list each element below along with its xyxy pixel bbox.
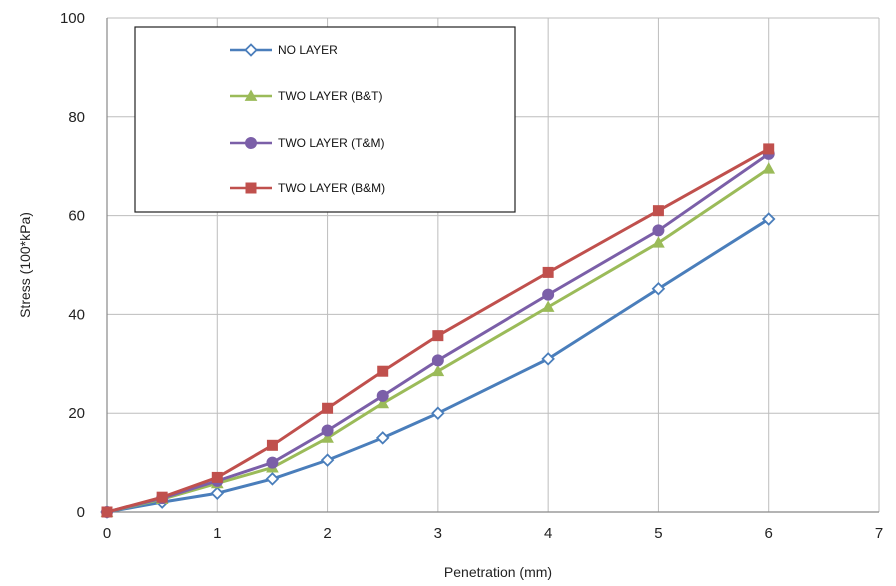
series-line — [106, 217, 770, 514]
x-tick-label: 2 — [323, 525, 331, 542]
data-point — [210, 486, 225, 501]
y-tick-label: 100 — [60, 10, 85, 27]
x-tick-label: 1 — [213, 525, 221, 542]
legend-label: NO LAYER — [278, 43, 338, 57]
series-line — [106, 147, 770, 514]
data-point — [432, 330, 444, 342]
data-point — [761, 212, 776, 226]
legend-swatch-marker — [245, 137, 257, 149]
y-tick-label: 60 — [68, 208, 85, 225]
legend-swatch-marker — [244, 43, 258, 57]
series-line — [106, 167, 770, 514]
data-point — [322, 402, 334, 414]
data-point — [320, 453, 335, 467]
data-point — [541, 300, 555, 312]
series-layer — [100, 143, 776, 519]
legend-item: TWO LAYER (T&M) — [230, 136, 384, 150]
legend-label: TWO LAYER (T&M) — [278, 136, 384, 150]
data-point — [377, 365, 389, 377]
data-point — [321, 424, 334, 437]
data-point — [376, 389, 389, 402]
x-tick-label: 0 — [103, 525, 111, 542]
y-tick-label: 20 — [68, 405, 85, 422]
legend-item: TWO LAYER (B&M) — [230, 181, 385, 195]
x-tick-label: 7 — [875, 525, 883, 542]
legend-item: NO LAYER — [230, 43, 338, 57]
data-point — [321, 431, 334, 443]
data-point — [542, 288, 555, 301]
series-line — [106, 152, 770, 514]
data-point — [762, 162, 776, 174]
x-tick-label: 4 — [544, 525, 552, 542]
data-point — [652, 205, 664, 217]
data-point — [541, 352, 555, 366]
x-tick-label: 5 — [654, 525, 662, 542]
legend-box — [134, 26, 516, 213]
legend-label: TWO LAYER (B&M) — [278, 181, 385, 195]
legend-swatch-marker — [245, 182, 257, 194]
data-point — [652, 224, 665, 237]
x-tick-label: 6 — [765, 525, 773, 542]
data-point — [431, 406, 445, 420]
y-axis-title: Stress (100*kPa) — [17, 212, 33, 318]
data-point — [542, 266, 554, 278]
y-tick-label: 0 — [77, 504, 85, 521]
x-axis-title: Penetration (mm) — [444, 564, 552, 580]
data-point — [211, 471, 223, 483]
series-3 — [101, 143, 775, 518]
data-point — [101, 506, 113, 518]
data-point — [652, 236, 665, 248]
data-point — [763, 143, 775, 155]
data-point — [431, 364, 445, 377]
data-point — [266, 439, 278, 451]
data-point — [266, 456, 279, 469]
data-point — [156, 491, 168, 503]
data-point — [651, 281, 666, 296]
legend-swatch-marker — [244, 89, 258, 101]
data-point — [376, 396, 390, 409]
series-0 — [100, 212, 776, 519]
data-point — [375, 431, 390, 445]
legend-item: TWO LAYER (B&T) — [230, 89, 382, 103]
data-point — [265, 472, 280, 486]
x-tick-label: 3 — [434, 525, 442, 542]
y-tick-label: 80 — [68, 109, 85, 126]
data-point — [431, 354, 444, 367]
legend-label: TWO LAYER (B&T) — [278, 89, 382, 103]
axes: 0 20 40 60 80 100 0 1 2 3 4 5 6 7 — [60, 10, 883, 542]
legend: NO LAYER TWO LAYER (B&T) TWO LAYER (T&M) TW… — [134, 26, 516, 213]
y-tick-label: 40 — [68, 306, 85, 323]
